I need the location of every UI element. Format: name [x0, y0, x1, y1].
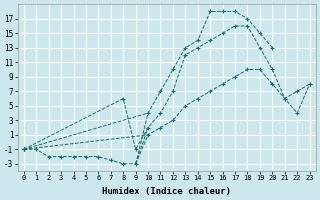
X-axis label: Humidex (Indice chaleur): Humidex (Indice chaleur)	[102, 187, 231, 196]
